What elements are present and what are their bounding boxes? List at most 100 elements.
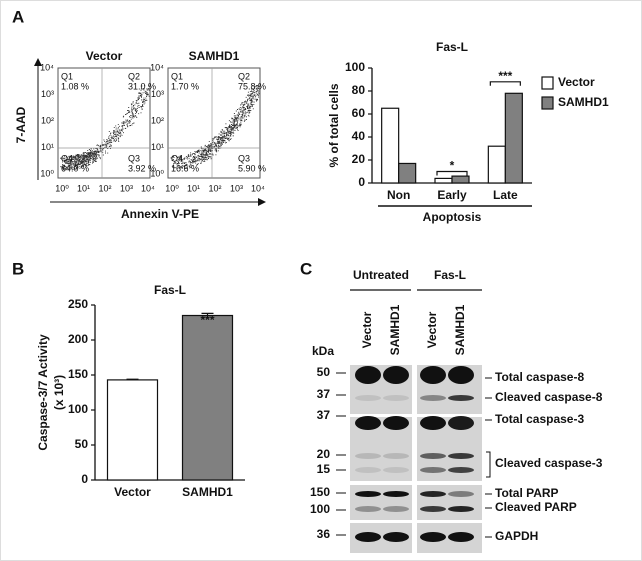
flow-x-tick: 10³: [120, 183, 133, 193]
blot-band: [383, 416, 409, 430]
flow-y-tick: 10¹: [41, 142, 54, 152]
quadrant-value: 3.92 %: [128, 163, 156, 173]
quadrant-value: 64.0 %: [61, 163, 89, 173]
blot-band: [355, 416, 381, 430]
quadrant-name: Q4: [61, 153, 73, 163]
blot-band: [448, 506, 474, 512]
y-tick-label: 200: [68, 332, 88, 346]
band-label: GAPDH: [495, 529, 538, 543]
quadrant-name: Q2: [238, 71, 250, 81]
blot-band: [420, 506, 446, 512]
band-label: Cleaved caspase-3: [495, 456, 603, 470]
bracket: [486, 451, 491, 478]
sig-bracket: [489, 81, 521, 86]
flow-y-tick: 10⁴: [150, 62, 164, 72]
blot-band: [448, 491, 474, 497]
legend-label: SAMHD1: [558, 95, 609, 109]
bar: [451, 175, 470, 184]
y-tick-label: 80: [352, 83, 366, 97]
bar: [487, 145, 506, 184]
blot-band: [383, 491, 409, 497]
quadrant-value: 1.08 %: [61, 81, 89, 91]
lane-label: SAMHD1: [453, 304, 467, 355]
y-axis-title: % of total cells: [327, 83, 341, 167]
panel-label: C: [300, 259, 312, 278]
blot-strip: [350, 485, 412, 520]
flow-y-tick: 10³: [151, 89, 164, 99]
flow-y-tick: 10²: [151, 115, 164, 125]
blot-band: [420, 491, 446, 497]
axis-title: 7-AAD: [14, 106, 28, 143]
arrow: [258, 198, 266, 206]
sig-mark: ***: [498, 69, 512, 83]
quadrant-name: Q1: [171, 71, 183, 81]
blot-band: [448, 366, 474, 384]
quadrant-value: 1.70 %: [171, 81, 199, 91]
group-label: Fas-L: [434, 268, 466, 282]
kda-marker: 100: [310, 502, 330, 516]
blot-band: [448, 453, 474, 459]
y-tick-label: 100: [345, 60, 365, 74]
arrow: [34, 58, 42, 66]
sig-mark: *: [450, 159, 455, 173]
flow-x-tick: 10²: [208, 183, 221, 193]
band-label: Total caspase-8: [495, 370, 584, 384]
bar: [434, 177, 453, 184]
flow-y-tick: 10¹: [151, 142, 164, 152]
flow-y-tick: 10³: [41, 89, 54, 99]
flow-x-tick: 10⁰: [165, 183, 179, 193]
x-tick-label: Non: [387, 188, 410, 202]
quadrant-name: Q1: [61, 71, 73, 81]
y-tick-label: 60: [352, 106, 366, 120]
kda-marker: 150: [310, 485, 330, 499]
kda-marker: 37: [317, 387, 331, 401]
flow-x-tick: 10¹: [77, 183, 90, 193]
quadrant-name: Q3: [238, 153, 250, 163]
bar: [181, 314, 234, 481]
quadrant-name: Q3: [128, 153, 140, 163]
blot-band: [448, 416, 474, 430]
chart-title: Fas-L: [436, 40, 468, 54]
quadrant-value: 31.0 %: [128, 81, 156, 91]
plot-box: [167, 67, 261, 179]
y-tick-label: 40: [352, 129, 366, 143]
blot-band: [355, 532, 381, 542]
quadrant-value: 75.8 %: [238, 81, 266, 91]
flow-x-tick: 10¹: [187, 183, 200, 193]
flow-y-tick: 10⁴: [40, 62, 54, 72]
panel-label: A: [12, 7, 24, 26]
x-tick-label: Early: [437, 188, 467, 202]
kda-marker: 20: [317, 447, 331, 461]
quadrant-name: Q4: [171, 153, 183, 163]
quadrant-value: 16.6 %: [171, 163, 199, 173]
lane-label: Vector: [360, 311, 374, 348]
flow-y-tick: 10²: [41, 115, 54, 125]
blot-band: [383, 467, 409, 473]
plot-title: Vector: [86, 49, 123, 63]
x-axis-title: Apoptosis: [423, 210, 482, 224]
kda-marker: 37: [317, 408, 331, 422]
flow-x-tick: 10⁴: [141, 183, 155, 193]
kda-title: kDa: [312, 344, 334, 358]
kda-marker: 36: [317, 527, 331, 541]
y-tick-label: 100: [68, 402, 88, 416]
bar: [398, 162, 417, 184]
flow-dots: [170, 84, 260, 170]
plot-title: SAMHD1: [189, 49, 240, 63]
y-tick-label: 0: [358, 175, 365, 189]
blot-band: [448, 467, 474, 473]
sig-bracket: [436, 170, 468, 176]
blot-band: [448, 532, 474, 542]
band-label: Cleaved PARP: [495, 500, 577, 514]
chart-title: Fas-L: [154, 283, 186, 297]
blot-band: [420, 416, 446, 430]
y-axis-title: Caspase-3/7 Activity: [36, 334, 50, 451]
blot-band: [420, 453, 446, 459]
band-label: Total PARP: [495, 486, 559, 500]
axis-title: Annexin V-PE: [121, 207, 199, 221]
group-label: Untreated: [353, 268, 409, 282]
legend-swatch: [541, 96, 554, 110]
lane-label: Vector: [425, 311, 439, 348]
y-tick-label: 250: [68, 297, 88, 311]
